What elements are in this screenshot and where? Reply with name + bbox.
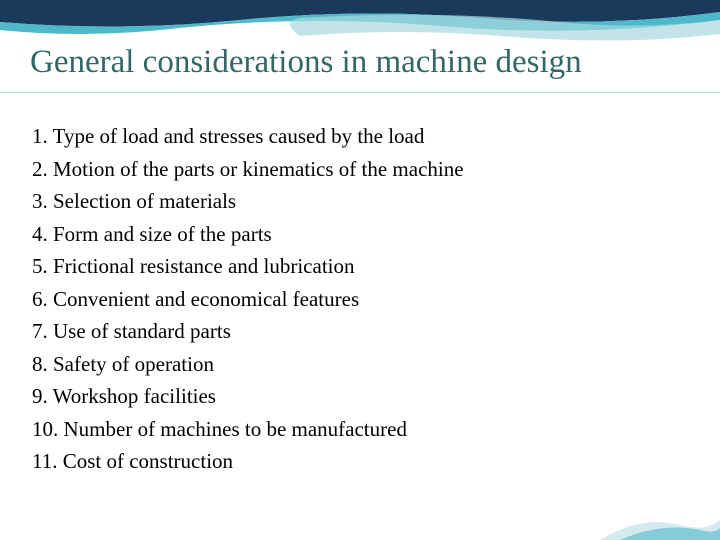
list-item: 1. Type of load and stresses caused by t… (32, 120, 688, 153)
list-item: 3. Selection of materials (32, 185, 688, 218)
list-item: 4. Form and size of the parts (32, 218, 688, 251)
list-item: 11. Cost of construction (32, 445, 688, 478)
slide-title: General considerations in machine design (30, 44, 582, 81)
list-item: 2. Motion of the parts or kinematics of … (32, 153, 688, 186)
list-item: 5. Frictional resistance and lubrication (32, 250, 688, 283)
title-underline (0, 92, 720, 93)
list-item: 8. Safety of operation (32, 348, 688, 381)
list-item: 6. Convenient and economical features (32, 283, 688, 316)
list-item: 7. Use of standard parts (32, 315, 688, 348)
list-item: 10. Number of machines to be manufacture… (32, 413, 688, 446)
list-item: 9. Workshop facilities (32, 380, 688, 413)
considerations-list: 1. Type of load and stresses caused by t… (32, 120, 688, 478)
slide-container: General considerations in machine design… (0, 0, 720, 540)
